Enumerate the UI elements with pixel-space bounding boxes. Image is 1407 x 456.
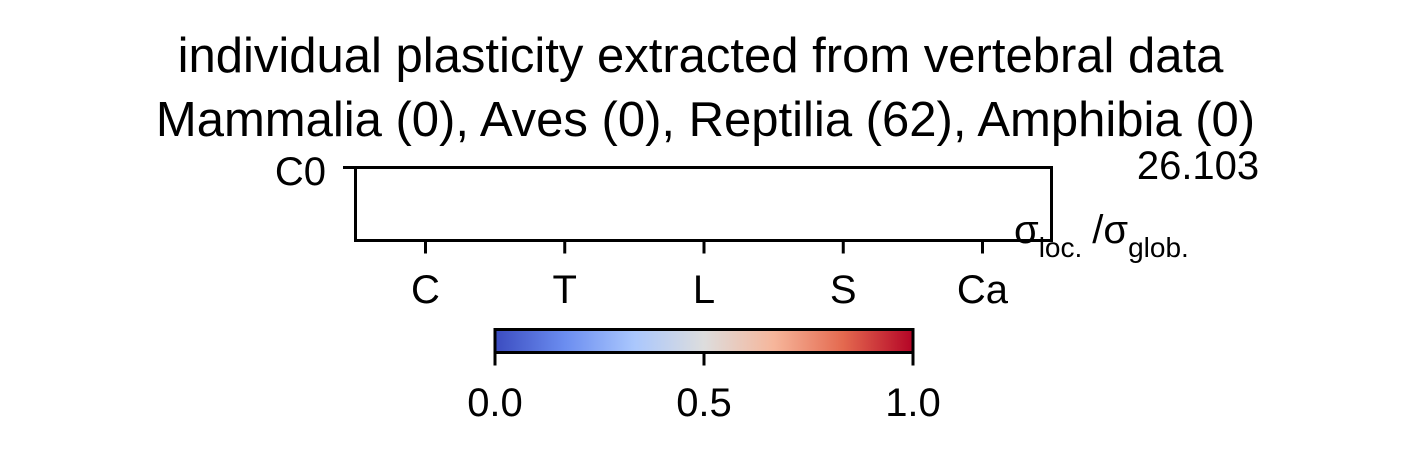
x-tick-label-l: L — [693, 268, 715, 312]
heatmap-cell — [773, 168, 912, 241]
colorbar — [493, 328, 915, 354]
x-tick-label-s: S — [830, 268, 857, 312]
annotation-label: σloc./σglob. — [1014, 208, 1189, 263]
colorbar-tick-label: 1.0 — [885, 381, 941, 425]
x-tick-label-c: C — [411, 268, 440, 312]
heatmap-cell — [634, 168, 773, 241]
colorbar-tick-label: 0.0 — [467, 381, 523, 425]
heatmap-frame — [354, 166, 1053, 242]
y-tick-label-c0: C0 — [275, 150, 326, 194]
chart-subtitle: Mammalia (0), Aves (0), Reptilia (62), A… — [155, 93, 1256, 147]
colorbar-tick-label: 0.5 — [676, 381, 732, 425]
heatmap-cell — [495, 168, 634, 241]
chart-title: individual plasticity extracted from ver… — [177, 29, 1224, 83]
x-tick-label-t: T — [553, 268, 577, 312]
heatmap-cell — [356, 168, 495, 241]
x-axis: C T L S Ca — [411, 240, 1009, 312]
heatmap-cells — [356, 168, 1052, 241]
row-annotation-value: 26.103 — [1137, 144, 1259, 188]
x-tick-label-ca: Ca — [957, 268, 1009, 312]
colorbar-axis: 0.0 0.5 1.0 — [467, 352, 941, 425]
